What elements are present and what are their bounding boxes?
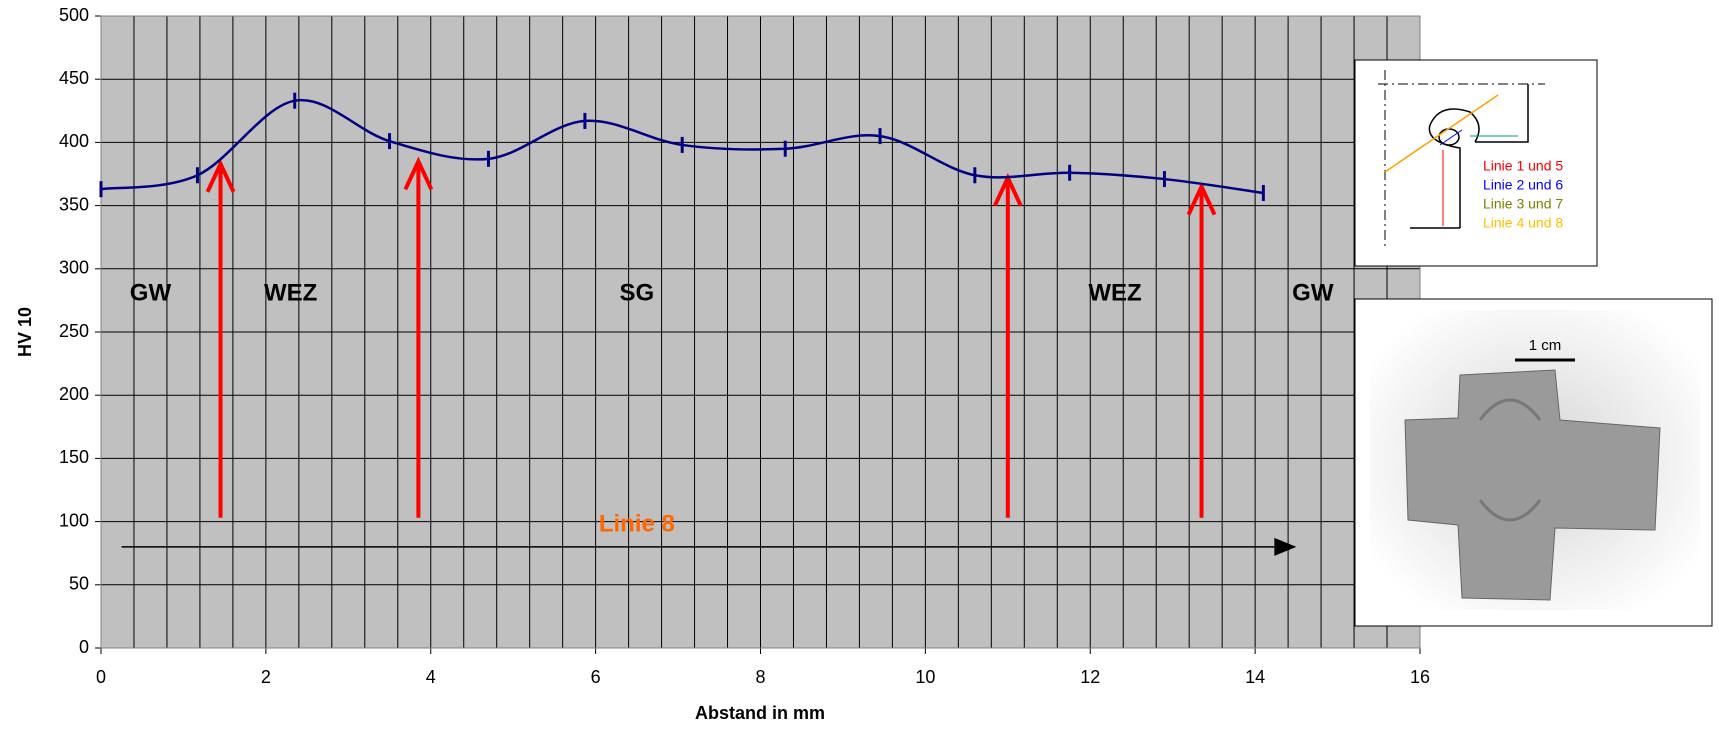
sketch-inset	[1354, 59, 1598, 267]
photo-scale: 1 cm	[1529, 337, 1562, 354]
x-tick-label: 2	[261, 667, 271, 687]
zone-label: WEZ	[264, 279, 317, 306]
y-tick-label: 100	[59, 510, 89, 530]
x-axis-title: Abstand in mm	[695, 703, 825, 723]
y-tick-label: 500	[59, 5, 89, 25]
arrow-head	[403, 156, 434, 191]
zone-label: WEZ	[1088, 279, 1141, 306]
x-tick-label: 6	[591, 667, 601, 687]
arrow-head	[1186, 181, 1217, 216]
legend-entry: Linie 1 und 5	[1483, 158, 1563, 174]
x-tick-label: 14	[1245, 667, 1265, 687]
zone-label: SG	[620, 279, 655, 306]
x-tick-label: 10	[915, 667, 935, 687]
y-tick-label: 0	[79, 637, 89, 657]
zone-label: GW	[1292, 279, 1334, 306]
y-tick-label: 200	[59, 384, 89, 404]
x-tick-label: 4	[426, 667, 436, 687]
x-tick-label: 12	[1080, 667, 1100, 687]
legend-entry: Linie 3 und 7	[1483, 196, 1563, 212]
legend-entry: Linie 4 und 8	[1483, 215, 1563, 231]
y-tick-label: 50	[69, 574, 89, 594]
y-axis-title: HV 10	[15, 307, 35, 357]
arrow-head	[1274, 537, 1297, 556]
y-tick-label: 350	[59, 194, 89, 214]
x-tick-label: 16	[1410, 667, 1430, 687]
arrow-head	[205, 159, 236, 193]
legend-entry: Linie 2 und 6	[1483, 177, 1563, 193]
x-tick-label: 0	[96, 667, 106, 687]
y-tick-label: 150	[59, 447, 89, 467]
y-tick-label: 300	[59, 258, 89, 278]
zone-label: GW	[130, 279, 172, 306]
photo-inset: 1 cm	[1354, 298, 1713, 627]
y-tick-label: 450	[59, 68, 89, 88]
line-label: Linie 8	[599, 511, 675, 538]
x-tick-label: 8	[755, 667, 765, 687]
y-tick-label: 400	[59, 131, 89, 151]
y-tick-label: 250	[59, 321, 89, 341]
